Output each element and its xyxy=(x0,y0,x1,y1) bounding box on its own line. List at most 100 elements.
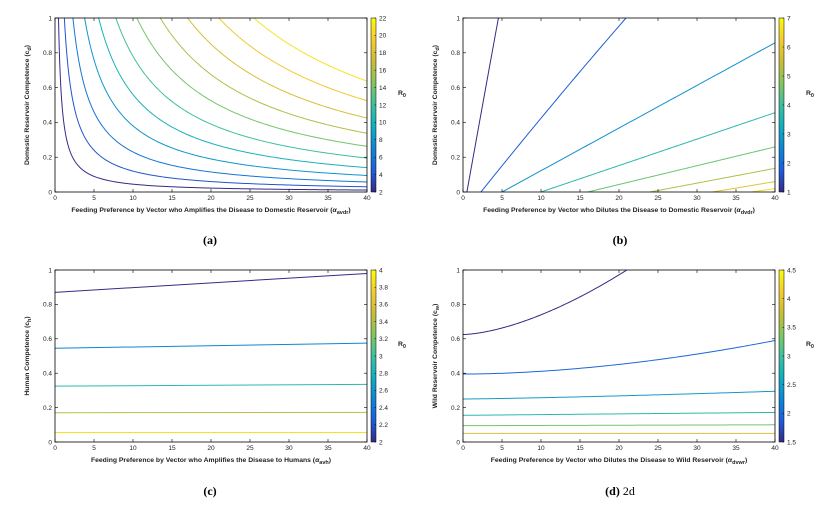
y-tick-label: 0.8 xyxy=(451,302,460,309)
y-tick-label: 1 xyxy=(456,267,460,274)
colorbar-label: R0 xyxy=(806,90,814,99)
colorbar-tick-label: 10 xyxy=(379,120,387,127)
colorbar-tick-label: 2 xyxy=(379,189,383,196)
x-tick-label: 40 xyxy=(771,445,779,452)
y-tick-label: 0.6 xyxy=(43,85,52,92)
x-tick-label: 5 xyxy=(500,445,504,452)
colorbar-tick-label: 6 xyxy=(787,44,791,51)
panel-caption: (a) xyxy=(203,233,217,247)
colorbar-label: R0 xyxy=(398,341,406,350)
panel-a: 0 5 10 15 20 25 30 35 40 0 0.2 0.4 0.6 0.8 1 Feeding Pr… xyxy=(24,15,406,247)
colorbar-label: R0 xyxy=(806,341,814,350)
x-tick-label: 20 xyxy=(207,445,215,452)
x-tick-label: 15 xyxy=(168,195,176,202)
x-tick-label: 25 xyxy=(246,445,254,452)
colorbar-tick-label: 2.2 xyxy=(379,422,388,429)
y-axis-label: Human Competence (ch) xyxy=(24,316,33,395)
x-axis-label: Feeding Preference by Vector who Dilutes… xyxy=(491,457,747,466)
contour-line xyxy=(55,272,367,293)
x-tick-label: 15 xyxy=(576,445,584,452)
colorbar-tick-label: 3.4 xyxy=(379,319,388,326)
x-tick-label: 30 xyxy=(285,445,293,452)
colorbar-tick-label: 2.6 xyxy=(379,388,388,395)
colorbar-tick-label: 4 xyxy=(787,296,791,303)
y-tick-label: 0.8 xyxy=(43,302,52,309)
y-tick-label: 0.4 xyxy=(43,371,52,378)
panel-caption: (b) xyxy=(613,233,628,247)
y-tick-label: 0 xyxy=(48,189,52,196)
colorbar-tick-label: 2 xyxy=(379,439,383,446)
x-tick-label: 20 xyxy=(615,445,623,452)
colorbar-tick-label: 3 xyxy=(379,353,383,360)
x-tick-label: 35 xyxy=(324,195,332,202)
colorbar-tick-label: 4 xyxy=(379,267,383,274)
colorbar-tick-label: 1 xyxy=(787,189,791,196)
x-tick-label: 35 xyxy=(324,445,332,452)
colorbar-tick-label: 3.2 xyxy=(379,336,388,343)
contour-line xyxy=(501,42,775,192)
y-tick-label: 0.2 xyxy=(451,155,460,162)
x-tick-label: 5 xyxy=(500,195,504,202)
contour-line xyxy=(136,18,367,147)
x-tick-label: 30 xyxy=(693,195,701,202)
colorbar-tick-label: 12 xyxy=(379,102,387,109)
contour-line xyxy=(63,18,367,188)
contour-line xyxy=(587,146,775,192)
y-tick-label: 0.4 xyxy=(43,120,52,127)
panel-d: 0 5 10 15 20 25 30 35 40 0 0.2 0.4 0.6 0.8 1 Feeding Pr… xyxy=(432,267,814,498)
x-tick-label: 0 xyxy=(53,195,57,202)
x-tick-label: 10 xyxy=(129,195,137,202)
colorbar-tick-label: 2 xyxy=(787,160,791,167)
contour-lines xyxy=(463,270,775,434)
colorbar-tick-label: 6 xyxy=(379,155,383,162)
contour-line xyxy=(187,18,367,119)
contour-line xyxy=(466,18,499,192)
contour-line xyxy=(480,18,627,192)
contour-line xyxy=(463,340,775,375)
contour-line xyxy=(72,18,367,183)
y-tick-label: 0 xyxy=(456,439,460,446)
colorbar-tick-label: 3.8 xyxy=(379,285,388,292)
contour-line xyxy=(463,270,628,335)
y-tick-label: 1 xyxy=(48,267,52,274)
x-tick-label: 40 xyxy=(363,195,371,202)
x-tick-label: 25 xyxy=(246,195,254,202)
contour-lines xyxy=(466,18,775,192)
contour-lines xyxy=(58,18,367,191)
contour-line xyxy=(712,181,775,192)
x-tick-label: 35 xyxy=(732,445,740,452)
x-tick-label: 0 xyxy=(461,445,465,452)
y-tick-label: 0 xyxy=(48,439,52,446)
contour-line xyxy=(55,383,367,387)
colorbar-tick-label: 22 xyxy=(379,15,387,22)
x-tick-label: 25 xyxy=(654,195,662,202)
x-tick-label: 30 xyxy=(693,445,701,452)
contour-line xyxy=(253,18,367,82)
contour-line xyxy=(58,18,367,191)
x-tick-label: 15 xyxy=(576,195,584,202)
colorbar-tick-label: 4 xyxy=(379,172,383,179)
colorbar-tick-label: 20 xyxy=(379,33,387,40)
x-tick-label: 10 xyxy=(537,445,545,452)
contour-line xyxy=(159,18,367,134)
colorbar-tick-label: 3 xyxy=(787,131,791,138)
y-tick-label: 0.2 xyxy=(43,155,52,162)
y-tick-label: 1 xyxy=(48,15,52,22)
colorbar-tick-label: 5 xyxy=(787,73,791,80)
x-tick-label: 10 xyxy=(537,195,545,202)
y-tick-label: 0.2 xyxy=(451,405,460,412)
contour-line xyxy=(540,112,775,192)
x-tick-label: 0 xyxy=(53,445,57,452)
contour-line xyxy=(84,18,367,176)
contour-line xyxy=(463,390,775,400)
colorbar-tick-label: 2.4 xyxy=(379,405,388,412)
plot-frame xyxy=(54,269,368,443)
colorbar-tick-label: 8 xyxy=(379,137,383,144)
colorbar-tick-label: 3.6 xyxy=(379,302,388,309)
y-tick-label: 0.4 xyxy=(451,371,460,378)
panel-c: 0 5 10 15 20 25 30 35 40 0 0.2 0.4 0.6 0.8 1 Feeding Pr… xyxy=(24,267,406,498)
x-tick-label: 5 xyxy=(92,195,96,202)
contour-line xyxy=(463,424,775,427)
